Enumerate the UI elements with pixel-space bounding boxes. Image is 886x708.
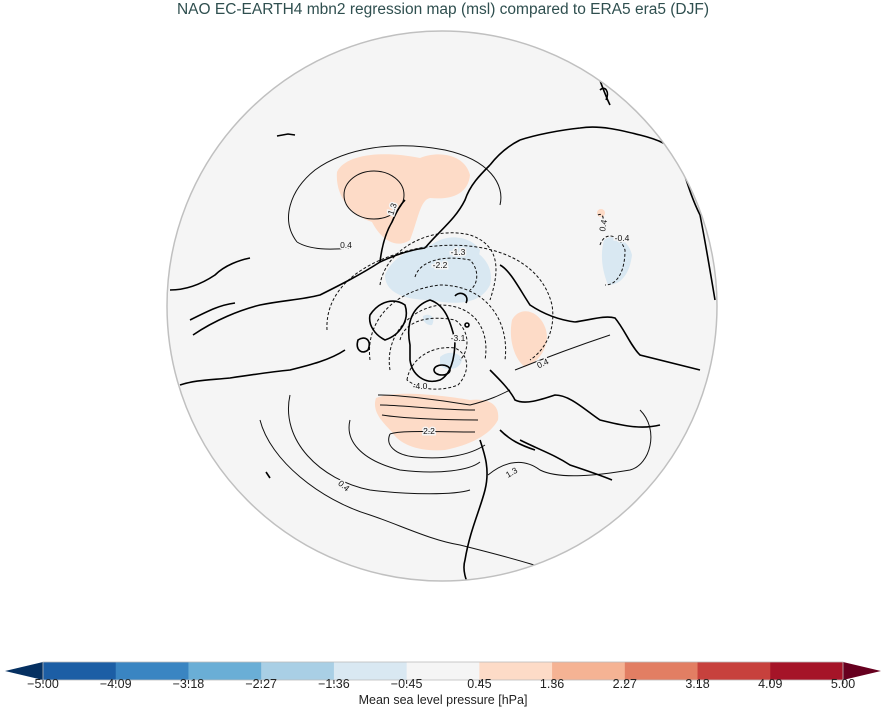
colorbar-segment <box>624 662 699 680</box>
colorbar-segment <box>188 662 262 680</box>
coastline-layer <box>169 69 716 581</box>
colorbar-label: Mean sea level pressure [hPa] <box>358 693 528 707</box>
colorbar-tick-label: 4.09 <box>758 677 783 691</box>
colorbar-extend-max <box>843 662 881 680</box>
contour-layer <box>259 145 652 581</box>
contour-label: -2.2 <box>433 260 448 270</box>
colorbar-tick-label: −2.27 <box>245 677 277 691</box>
colorbar-tick-label: −3.18 <box>172 677 205 691</box>
colorbar-segments <box>43 662 844 680</box>
contour-label: -3.1 <box>451 333 466 343</box>
contour-label: -0.4 <box>615 233 630 243</box>
map-boundary <box>166 30 718 582</box>
chart-title: NAO EC-EARTH4 mbn2 regression map (msl) … <box>176 1 710 18</box>
colorbar-tick-label: 5.00 <box>830 677 856 691</box>
colorbar-segment <box>770 662 844 680</box>
colorbar-extend-min <box>5 662 43 680</box>
colorbar <box>5 661 881 684</box>
colorbar-segment <box>115 662 189 680</box>
polar-map: 1.3 0.4 -2.2 -1.3 -3.1 -4.0 2.2 0.4 1.3 … <box>166 30 718 582</box>
colorbar-tick-label: −0.45 <box>390 677 423 691</box>
colorbar-tick-label: 1.36 <box>539 677 565 691</box>
colorbar-tick-label: −1.36 <box>318 677 350 691</box>
contour-label: 0.4 <box>340 240 352 250</box>
contour-label: -1.3 <box>451 247 466 257</box>
map-background <box>167 31 717 581</box>
colorbar-segment <box>333 662 408 680</box>
colorbar-segment <box>261 662 335 680</box>
colorbar-tick-label: 3.18 <box>685 677 710 691</box>
contour-label: 0.4 <box>597 219 609 233</box>
contour-label: 2.2 <box>423 426 435 436</box>
colorbar-tick-label: −5.00 <box>27 677 59 691</box>
shade-atlantic-positive <box>374 393 499 451</box>
colorbar-segment <box>697 662 771 680</box>
contour-label: -4.0 <box>413 381 428 391</box>
colorbar-tick-label: 2.27 <box>612 677 637 691</box>
colorbar-segment <box>406 662 480 680</box>
colorbar-tick-label: −4.09 <box>99 677 132 691</box>
colorbar-tick-label: 0.45 <box>467 677 492 691</box>
colorbar-segment <box>43 662 117 680</box>
colorbar-segment <box>552 662 626 680</box>
colorbar-segment <box>479 662 553 680</box>
